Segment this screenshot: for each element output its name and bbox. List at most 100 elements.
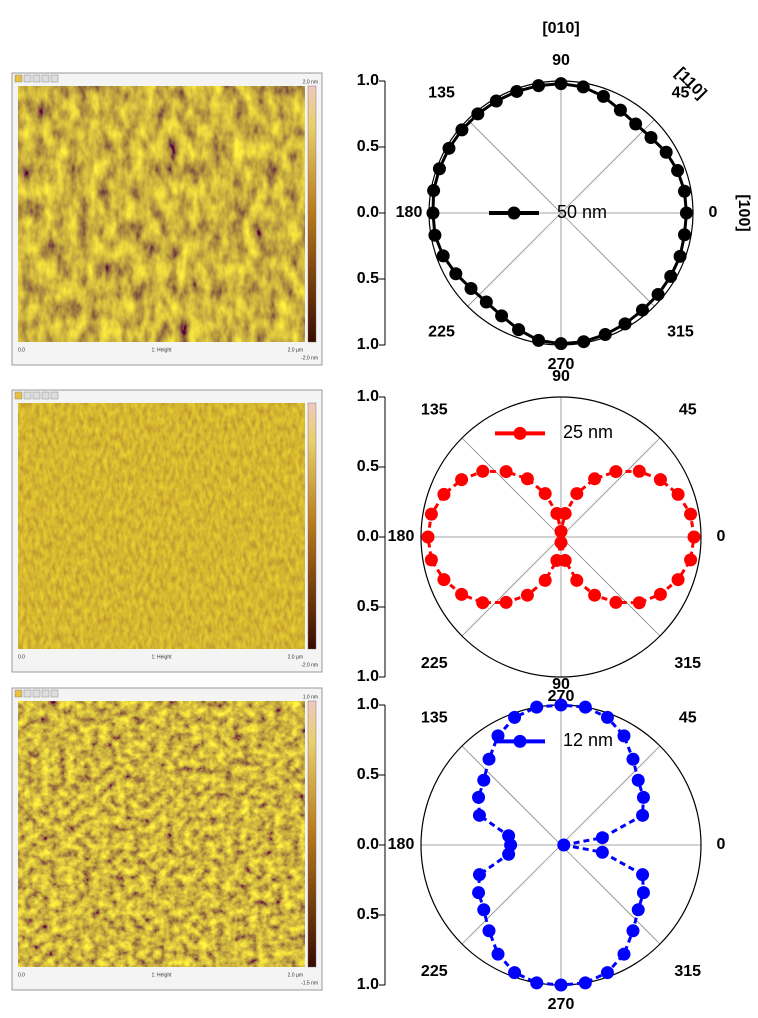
data-point bbox=[570, 487, 584, 501]
toolbar-icon bbox=[14, 689, 23, 698]
data-point bbox=[538, 573, 552, 587]
legend-marker bbox=[513, 734, 527, 748]
data-point bbox=[477, 773, 491, 787]
radial-tick-label: 0.0 bbox=[357, 528, 379, 545]
grid-spoke bbox=[461, 844, 562, 945]
theta-tick-label: 180 bbox=[388, 836, 415, 853]
toolbar-icon bbox=[23, 391, 32, 400]
size-label: 2.0 µm bbox=[288, 654, 303, 660]
toolbar-icon bbox=[41, 391, 50, 400]
theta-tick-label: 270 bbox=[548, 688, 575, 705]
data-point bbox=[679, 206, 693, 220]
data-point bbox=[530, 700, 544, 714]
data-point bbox=[482, 752, 496, 766]
data-point bbox=[432, 162, 446, 176]
toolbar-icon bbox=[14, 74, 23, 83]
data-point bbox=[677, 184, 691, 198]
radial-tick-label: 0.5 bbox=[357, 906, 379, 923]
scale-bottom: -2.0 nm bbox=[301, 355, 318, 361]
radial-tick-label: 0.5 bbox=[357, 598, 379, 615]
data-point bbox=[554, 536, 568, 550]
data-point bbox=[617, 729, 631, 743]
theta-tick-label: 225 bbox=[428, 324, 455, 341]
data-point bbox=[424, 507, 438, 521]
radial-tick-label: 0.5 bbox=[357, 766, 379, 783]
grid-spoke bbox=[560, 536, 661, 637]
data-point bbox=[502, 847, 516, 861]
channel-label: 1: Height bbox=[151, 654, 172, 660]
data-point bbox=[449, 267, 463, 281]
scale-top: 2.0 nm bbox=[303, 79, 318, 85]
theta-tick-label: 315 bbox=[674, 655, 701, 672]
theta-tick-label: 90 bbox=[552, 676, 570, 693]
afm-image bbox=[18, 403, 305, 649]
grid-spoke bbox=[560, 437, 661, 538]
theta-tick-label: 90 bbox=[552, 368, 570, 385]
data-point bbox=[424, 553, 438, 567]
radial-tick-label: 1.0 bbox=[357, 336, 379, 353]
data-point bbox=[631, 903, 645, 917]
data-point bbox=[421, 530, 435, 544]
data-point bbox=[479, 295, 493, 309]
theta-tick-label: 45 bbox=[679, 402, 697, 419]
data-point bbox=[588, 472, 602, 486]
radial-tick-label: 1.0 bbox=[357, 976, 379, 993]
theta-tick-label: 135 bbox=[421, 402, 448, 419]
data-point bbox=[613, 103, 627, 117]
data-point bbox=[631, 773, 645, 787]
data-point bbox=[653, 473, 667, 487]
data-point bbox=[558, 553, 572, 567]
toolbar-icon bbox=[14, 391, 23, 400]
data-point bbox=[609, 595, 623, 609]
data-point bbox=[684, 507, 698, 521]
data-point bbox=[472, 790, 486, 804]
data-point bbox=[520, 588, 534, 602]
legend-label: 50 nm bbox=[557, 202, 607, 222]
legend-label: 12 nm bbox=[563, 730, 613, 750]
scale-bottom: -1.5 nm bbox=[301, 980, 318, 986]
theta-tick-label: 0 bbox=[717, 836, 726, 853]
data-point bbox=[520, 472, 534, 486]
theta-tick-label: 0 bbox=[717, 528, 726, 545]
data-point bbox=[635, 303, 649, 317]
data-point bbox=[626, 752, 640, 766]
outer-circle bbox=[420, 396, 702, 678]
toolbar-icon bbox=[41, 74, 50, 83]
radial-tick-label: 1.0 bbox=[357, 72, 379, 89]
origin-label: 0.0 bbox=[18, 347, 25, 353]
color-bar bbox=[307, 85, 317, 343]
data-point bbox=[554, 524, 568, 538]
data-point bbox=[671, 164, 685, 178]
data-point bbox=[436, 249, 450, 263]
direction-annotation: [100] bbox=[735, 194, 752, 231]
origin-label: 0.0 bbox=[18, 654, 25, 660]
data-point bbox=[491, 947, 505, 961]
theta-tick-label: 135 bbox=[421, 710, 448, 727]
data-point bbox=[455, 473, 469, 487]
data-point bbox=[684, 553, 698, 567]
toolbar-icon bbox=[32, 391, 41, 400]
data-point bbox=[651, 287, 665, 301]
data-point bbox=[428, 228, 442, 242]
channel-label: 1: Height bbox=[151, 347, 172, 353]
theta-tick-label: 45 bbox=[672, 85, 690, 102]
data-point bbox=[442, 141, 456, 155]
legend-marker bbox=[507, 206, 521, 220]
theta-tick-label: 225 bbox=[421, 655, 448, 672]
data-point bbox=[636, 790, 650, 804]
radial-tick-label: 0.5 bbox=[357, 458, 379, 475]
afm-images: 2.0 nm -2.0 nm 0.0 1: Height 2.0 µm -2.0 nm 0.… bbox=[11, 72, 323, 991]
grid-spoke bbox=[467, 119, 562, 214]
theta-tick-label: 45 bbox=[679, 710, 697, 727]
grid-spoke bbox=[461, 745, 562, 846]
data-point bbox=[636, 808, 650, 822]
data-point bbox=[554, 337, 568, 351]
radial-tick-label: 0.5 bbox=[357, 138, 379, 155]
data-point bbox=[532, 79, 546, 93]
data-point bbox=[671, 573, 685, 587]
data-point bbox=[437, 573, 451, 587]
data-point bbox=[455, 587, 469, 601]
data-point bbox=[477, 903, 491, 917]
grid-spoke bbox=[461, 536, 562, 637]
